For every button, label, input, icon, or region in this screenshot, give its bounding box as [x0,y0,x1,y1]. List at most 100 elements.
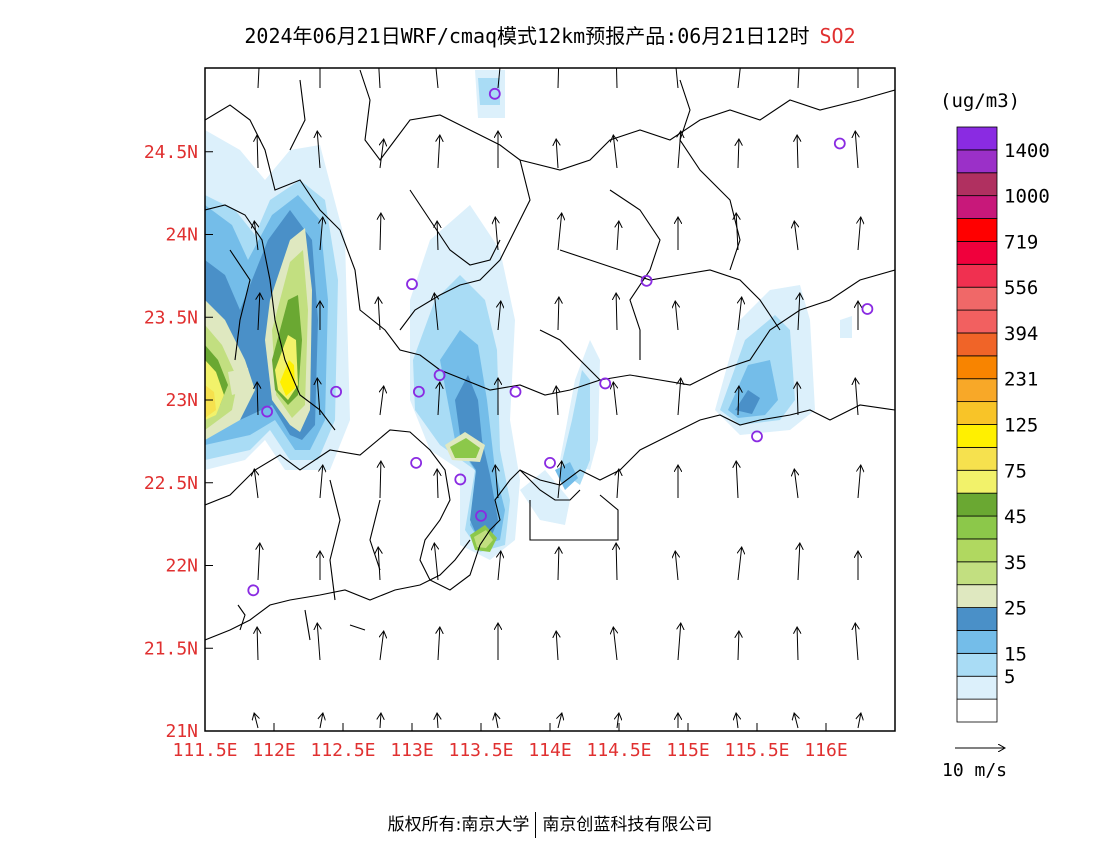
station-marker [410,456,423,469]
colorbar-swatch [956,263,998,288]
colorbar-swatch [956,469,998,494]
wind-arrow [738,632,739,661]
colorbar-swatch [956,195,998,219]
wind-arrow [258,294,260,331]
station-marker [330,385,343,398]
colorbar-swatch [956,355,998,380]
station-marker [412,385,425,398]
wind-arrow [675,552,678,581]
station-marker [433,369,446,382]
copyright-footer: 版权所有:南京大学 南京创蓝科技有限公司 [0,810,1100,838]
x-tick-label: 115E [666,740,709,761]
wind-arrow [254,714,258,729]
wind-arrow [438,136,440,169]
colorbar-label: 75 [1004,460,1027,482]
x-tick-label: 114.5E [586,740,651,761]
wind-arrow [858,466,861,499]
wind-arrow [320,466,323,499]
colorbar-label: 231 [1004,369,1038,391]
wind-arrow [613,628,617,661]
colorbar-swatch [956,126,998,151]
y-tick-label: 22N [165,556,198,577]
colorbar-label: 125 [1004,415,1038,437]
colorbar-swatch [956,378,998,403]
wind-arrow [736,462,738,499]
wind-arrow [434,294,438,331]
colorbar-swatch [956,584,998,608]
x-axis: 111.5E 112E 112.5E 113E 113.5E 114E 114.5E 115E… [172,723,848,761]
footer-divider [535,812,537,838]
wind-arrow [738,298,742,331]
wind-arrow [798,294,800,331]
wind-arrow [378,68,381,89]
wind-arrow [738,387,739,416]
wind-arrow [257,136,258,169]
wind-arrow [855,379,858,416]
wind-arrow [675,68,679,89]
colorbar-swatch [956,309,998,334]
wind-arrow [317,624,320,661]
wind-arrow [617,714,619,729]
wind-arrow [797,136,798,169]
colorbar-swatch [956,332,998,357]
title-main: 2024年06月21日WRF/cmaq模式12km预报产品:06月21日12时 [244,24,810,48]
wind-arrow [613,136,617,169]
wind-arrow [797,383,798,416]
wind-arrow [858,714,861,729]
colorbar-label: 15 [1004,643,1027,665]
station-marker [475,509,487,522]
wind-arrow [317,379,320,416]
wind-arrow [616,294,617,331]
wind-arrow [558,714,562,729]
wind-arrow [558,548,559,581]
y-tick-label: 23.5N [144,307,198,328]
wind-arrow [437,470,438,499]
title-species: SO2 [819,24,856,48]
wind-arrow [380,214,381,251]
station-marker [406,278,418,291]
colorbar-swatch [956,424,998,448]
station-marker [861,303,874,315]
wind-arrow [378,548,380,581]
wind-arrow [558,298,559,331]
wind-arrow [317,132,320,169]
wind-arrow [678,379,681,416]
x-tick-label: 113E [390,740,433,761]
wind-arrow [380,714,381,729]
concentration-field [205,70,852,560]
colorbar-swatch [956,218,998,242]
colorbar-swatch [956,401,998,425]
y-tick-label: 23N [165,390,198,411]
colorbar-swatch [956,538,998,563]
wind-arrow [736,714,738,729]
footer-company: 南京创蓝科技有限公司 [542,815,713,835]
wind-arrow [678,624,681,661]
colorbar-swatch [956,630,998,654]
colorbar-swatch [956,492,998,517]
colorbar-label: 719 [1004,231,1038,253]
wind-arrow [858,218,861,251]
wind-arrow [617,470,619,499]
wind-arrow [738,140,739,169]
colorbar-swatch [956,698,998,723]
colorbar-label: 1000 [1004,186,1050,208]
wind-arrow [380,387,384,416]
wind-arrow [495,714,498,729]
wind-arrow [797,68,800,89]
wind-arrow [736,214,738,251]
y-axis: 21N 21.5N 22N 22.5N 23N 23.5N 24N 24.5N [144,142,213,742]
wind-arrow [556,632,558,661]
colorbar-label: 1400 [1004,140,1050,162]
wind-arrow [797,628,798,661]
monitoring-stations [247,87,874,597]
colorbar-label: 556 [1004,277,1038,299]
y-tick-label: 22.5N [144,473,198,494]
colorbar-swatch [956,515,998,540]
wind-arrow [257,68,260,89]
colorbar-label: 45 [1004,506,1027,528]
wind-arrow [320,218,323,251]
wind-arrow [617,222,619,251]
station-marker [261,405,274,418]
wind-arrow [558,462,562,499]
